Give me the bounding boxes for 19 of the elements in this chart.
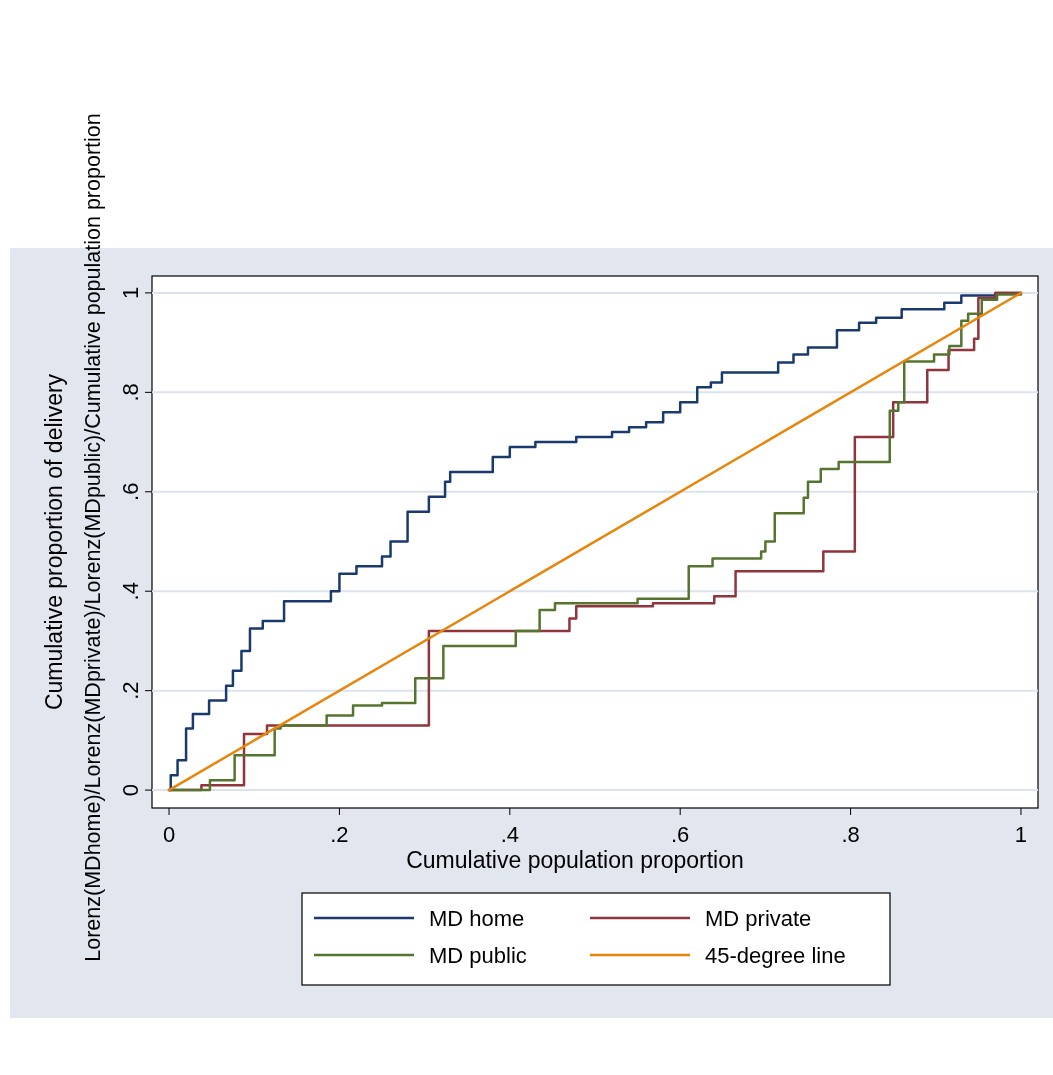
y-tick-label: .8: [118, 383, 143, 402]
y-tick-label: .6: [118, 482, 143, 501]
text: Lorenz(MDhome)/Lorenz(MDprivate)/Lorenz(MDpublic)/Cumulative population proportion: [81, 113, 105, 962]
y-tick-label: .2: [118, 681, 143, 700]
legend-label: 45-degree line: [705, 943, 846, 968]
y-tick-label: 1: [118, 286, 143, 300]
x-axis-title: Cumulative population proportion: [406, 847, 744, 873]
legend-label: MD public: [429, 943, 527, 968]
x-tick-label: .6: [671, 822, 690, 847]
legend-label: MD private: [705, 906, 812, 931]
y-axis-title: Cumulative proportion of delivery: [41, 373, 67, 711]
y-tick-label: 0: [118, 783, 143, 797]
x-tick-label: 0: [162, 822, 176, 847]
x-tick-label: 1: [1014, 822, 1028, 847]
legend-label: MD home: [429, 906, 525, 931]
x-tick-label: .2: [330, 822, 349, 847]
x-tick-label: .4: [500, 822, 519, 847]
y-tick-label: .4: [118, 582, 143, 601]
x-tick-label: .8: [841, 822, 860, 847]
